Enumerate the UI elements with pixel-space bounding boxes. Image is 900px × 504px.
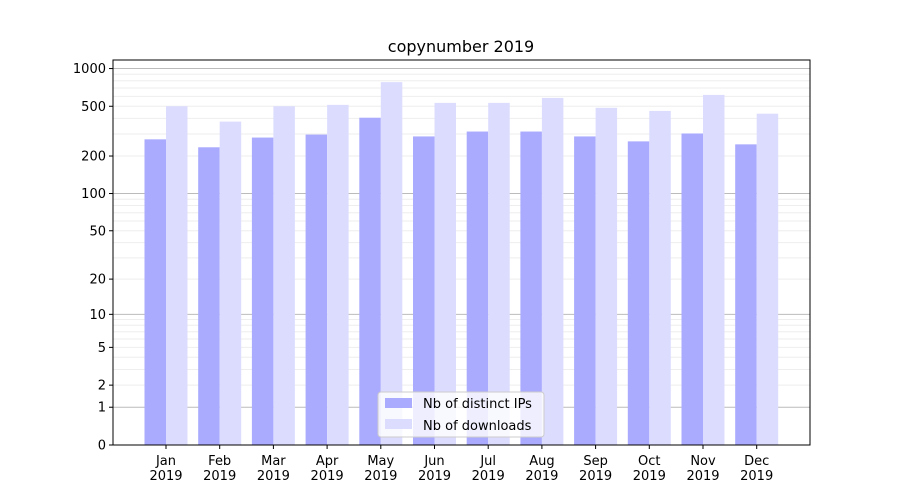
bar-distinct-ips bbox=[520, 131, 542, 445]
bar-downloads bbox=[488, 102, 510, 445]
bar-distinct-ips bbox=[681, 133, 703, 445]
bar-downloads bbox=[219, 121, 242, 445]
bars bbox=[144, 82, 779, 446]
x-tick-label: Jul 2019 bbox=[472, 454, 505, 484]
y-tick-label: 200 bbox=[81, 150, 106, 165]
y-tick-label: 1000 bbox=[73, 62, 106, 77]
bar-downloads bbox=[703, 94, 725, 445]
bar-distinct-ips bbox=[198, 147, 220, 445]
y-tick-label: 100 bbox=[81, 187, 106, 202]
bar-downloads bbox=[756, 113, 779, 445]
x-tick-label: Nov 2019 bbox=[686, 454, 719, 484]
x-tick-label: Oct 2019 bbox=[633, 454, 666, 484]
bar-distinct-ips bbox=[305, 134, 328, 445]
y-tick-label: 2 bbox=[98, 379, 106, 394]
legend-swatch-downloads bbox=[385, 419, 412, 429]
x-tick-label: May 2019 bbox=[364, 454, 397, 484]
bar-distinct-ips bbox=[735, 144, 757, 446]
y-axis: 0 1 2 5 10 20 50 100 200 500 1000 bbox=[73, 62, 113, 454]
bar-downloads bbox=[273, 106, 295, 445]
bar-downloads bbox=[166, 106, 188, 445]
x-tick-label: Apr 2019 bbox=[311, 454, 344, 484]
bar-distinct-ips bbox=[359, 117, 381, 446]
x-tick-label: Sep 2019 bbox=[579, 454, 612, 484]
y-tick-label: 500 bbox=[81, 100, 106, 115]
bar-downloads bbox=[380, 82, 403, 445]
chart-title: copynumber 2019 bbox=[388, 37, 534, 56]
axes-frame bbox=[112, 59, 811, 446]
y-tick-label: 50 bbox=[89, 224, 106, 239]
bar-distinct-ips bbox=[144, 139, 166, 446]
x-axis: Jan 2019 Feb 2019 Mar 2019 Apr 2019 May 2019 Jun 20… bbox=[149, 445, 773, 484]
x-tick-label: Mar 2019 bbox=[257, 454, 290, 484]
legend-label-downloads: Nb of downloads bbox=[423, 419, 532, 434]
x-tick-label: Jan 2019 bbox=[149, 454, 182, 484]
bar-downloads bbox=[434, 102, 456, 445]
y-tick-label: 5 bbox=[98, 341, 106, 356]
x-tick-label: Aug 2019 bbox=[525, 454, 558, 484]
y-tick-label: 1 bbox=[98, 401, 106, 416]
y-tick-label: 20 bbox=[89, 273, 106, 288]
bar-downloads bbox=[595, 107, 618, 446]
legend-swatch-ips bbox=[385, 398, 412, 408]
y-tick-label: 10 bbox=[89, 308, 106, 323]
bar-downloads bbox=[541, 97, 564, 446]
x-tick-label: Dec 2019 bbox=[740, 454, 773, 484]
legend: Nb of distinct IPs Nb of downloads bbox=[377, 391, 545, 438]
x-tick-label: Feb 2019 bbox=[203, 454, 236, 484]
bar-distinct-ips bbox=[627, 141, 650, 445]
bar-downloads bbox=[327, 104, 349, 446]
x-tick-label: Jun 2019 bbox=[418, 454, 451, 484]
bar-distinct-ips bbox=[466, 131, 489, 445]
bar-distinct-ips bbox=[413, 136, 435, 445]
bar-distinct-ips bbox=[251, 137, 274, 445]
bar-downloads bbox=[649, 110, 671, 445]
legend-label-ips: Nb of distinct IPs bbox=[423, 397, 532, 412]
legend-box bbox=[377, 391, 545, 438]
bar-distinct-ips bbox=[574, 136, 596, 445]
y-tick-label: 0 bbox=[98, 439, 106, 454]
